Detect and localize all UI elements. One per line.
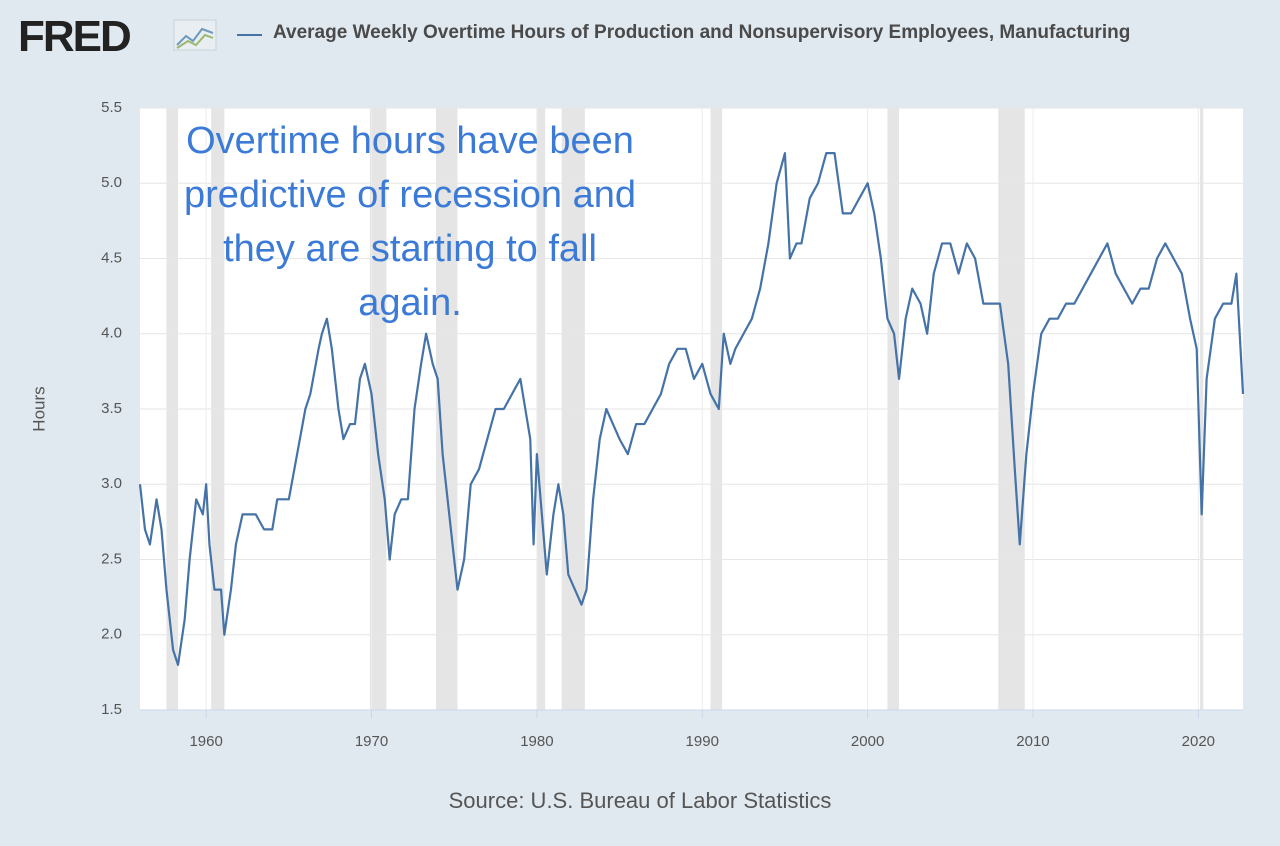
y-tick-label: 2.0 <box>101 626 122 643</box>
chart-title: Average Weekly Overtime Hours of Product… <box>273 22 1131 43</box>
x-tick-label: 1960 <box>189 733 222 750</box>
annotation-line: they are starting to fall <box>223 228 597 270</box>
logo-icon <box>173 19 217 51</box>
axis-labels: 1.5 2.0 2.5 3.0 3.5 4.0 4.5 5.0 5.5 1960 1970 1980 1… <box>101 99 1243 750</box>
y-tick-label: 1.5 <box>101 701 122 718</box>
series <box>138 152 1245 666</box>
y-tick-label: 3.5 <box>101 400 122 417</box>
x-tick-label: 1980 <box>520 733 553 750</box>
y-axis-label: Hours <box>29 386 48 431</box>
y-tick-label: 3.0 <box>101 475 122 492</box>
y-tick-label: 4.5 <box>101 249 122 266</box>
annotation-line: Overtime hours have been <box>186 120 634 162</box>
y-tick-label: 5.5 <box>101 99 122 116</box>
y-tick-label: 4.0 <box>101 325 122 342</box>
x-tick-label: 1970 <box>355 733 388 750</box>
source: Source: U.S. Bureau of Labor Statistics <box>448 788 832 813</box>
y-tick-label: 5.0 <box>101 174 122 191</box>
y-tick-label: 2.5 <box>101 550 122 567</box>
x-tick-label: 1990 <box>686 733 719 750</box>
x-tick-label: 2000 <box>851 733 884 750</box>
annotation-line: predictive of recession and <box>183 174 637 216</box>
series-line <box>138 152 1245 666</box>
annotation: Overtime hours have been predictive of re… <box>130 114 690 330</box>
annotation-line: again. <box>358 282 462 324</box>
x-tick-label: 2010 <box>1016 733 1049 750</box>
logo: FRED <box>18 12 132 61</box>
grid <box>140 107 1243 711</box>
x-tick-label: 2020 <box>1182 733 1215 750</box>
